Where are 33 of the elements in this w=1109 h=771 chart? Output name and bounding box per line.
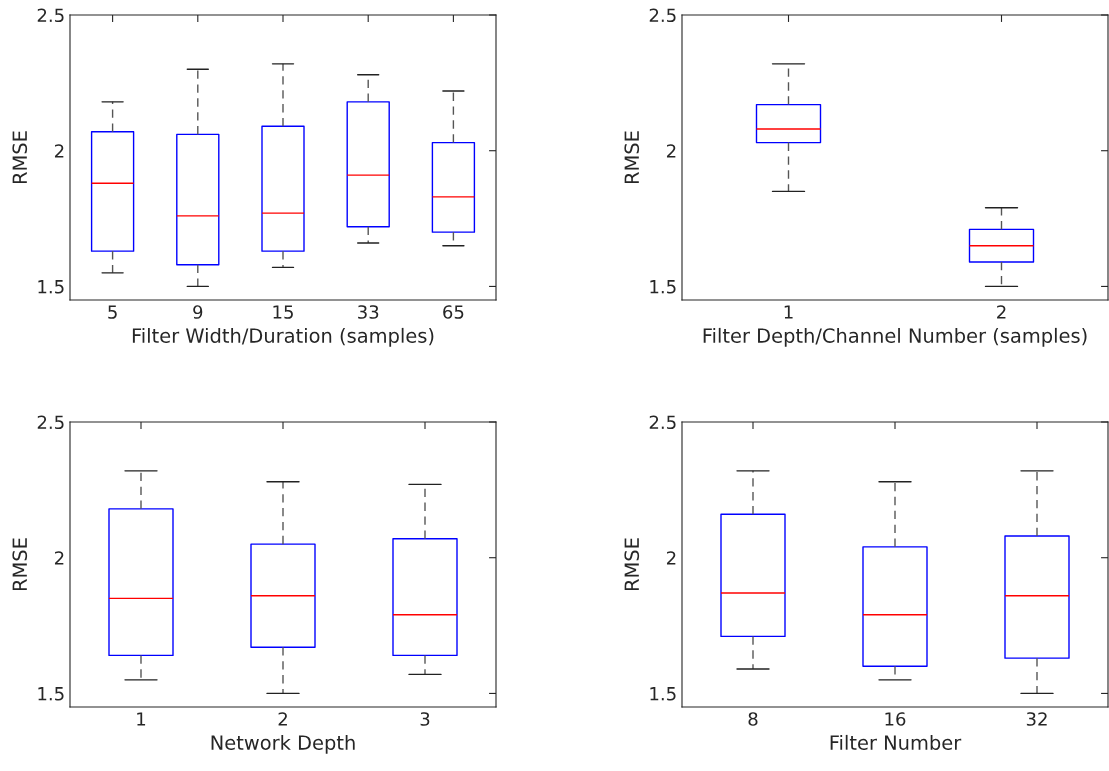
x-tick-label: 65 [443, 305, 464, 319]
x-tick-label: 1 [137, 712, 146, 726]
y-tick-label: 2.5 [37, 8, 64, 23]
y-tick-label: 1.5 [38, 280, 64, 294]
x-tick-label: 9 [193, 305, 203, 319]
x-tick-label: 2 [278, 712, 287, 726]
y-tick-label: 2.5 [649, 415, 676, 430]
x-axis-title: Filter Number [830, 734, 962, 750]
x-tick-label: 3 [420, 712, 430, 726]
x-tick-label: 15 [273, 305, 293, 319]
x-axis-title: Filter Depth/Channel Number (samples) [703, 327, 1087, 347]
y-tick-label: 2 [666, 144, 676, 158]
y-tick-label: 2 [54, 551, 64, 565]
x-tick-label: 32 [1026, 712, 1047, 726]
y-tick-label: 1.5 [650, 687, 676, 701]
x-tick-label: 33 [358, 305, 379, 319]
y-tick-label: 1.5 [650, 280, 676, 294]
y-tick-label: 1.5 [38, 687, 64, 701]
y-axis-title: RMSE [624, 538, 640, 591]
y-tick-label: 2 [666, 551, 676, 565]
x-tick-label: 5 [108, 305, 117, 319]
y-axis-title: RMSE [12, 538, 28, 591]
x-tick-label: 16 [885, 712, 906, 726]
x-tick-label: 2 [997, 305, 1006, 319]
x-axis-title: Network Depth [211, 734, 355, 754]
y-axis-title: RMSE [12, 131, 28, 184]
x-tick-label: 1 [784, 305, 793, 319]
y-tick-label: 2.5 [37, 415, 64, 430]
y-axis-title: RMSE [624, 131, 640, 184]
x-tick-label: 8 [748, 712, 758, 726]
x-axis-title: Filter Width/Duration (samples) [132, 327, 434, 347]
y-tick-label: 2 [54, 144, 64, 158]
y-tick-label: 2.5 [649, 8, 676, 23]
